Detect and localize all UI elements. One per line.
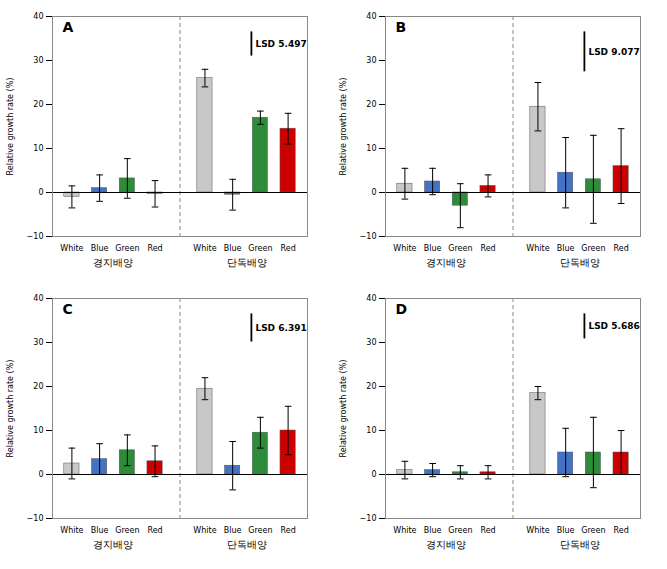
svg-text:−10: −10: [360, 232, 377, 241]
svg-text:A: A: [63, 19, 74, 35]
svg-text:B: B: [396, 19, 407, 35]
svg-text:40: 40: [33, 12, 43, 21]
svg-text:Red: Red: [480, 526, 495, 535]
svg-text:−10: −10: [27, 232, 44, 241]
svg-text:30: 30: [33, 56, 43, 65]
svg-text:Red: Red: [613, 526, 628, 535]
svg-text:Green: Green: [248, 244, 272, 253]
svg-text:20: 20: [366, 382, 376, 391]
svg-text:Blue: Blue: [557, 526, 575, 535]
svg-text:Blue: Blue: [224, 244, 242, 253]
svg-text:Relative growth rate (%): Relative growth rate (%): [339, 360, 348, 458]
svg-text:White: White: [60, 244, 83, 253]
svg-text:Blue: Blue: [91, 244, 109, 253]
svg-text:Blue: Blue: [424, 526, 442, 535]
svg-text:LSD 5.497: LSD 5.497: [255, 39, 306, 49]
svg-text:40: 40: [33, 294, 43, 303]
svg-text:−10: −10: [360, 514, 377, 523]
svg-text:10: 10: [366, 144, 376, 153]
svg-text:Blue: Blue: [557, 244, 575, 253]
svg-text:단독배양: 단독배양: [227, 257, 267, 268]
svg-text:LSD 5.686: LSD 5.686: [588, 321, 639, 331]
svg-text:Green: Green: [448, 244, 472, 253]
svg-text:Green: Green: [115, 526, 139, 535]
svg-text:단독배양: 단독배양: [227, 539, 267, 550]
svg-text:Relative growth rate (%): Relative growth rate (%): [6, 78, 15, 176]
svg-text:Green: Green: [581, 526, 605, 535]
svg-text:10: 10: [366, 426, 376, 435]
svg-text:30: 30: [366, 56, 376, 65]
svg-text:단독배양: 단독배양: [560, 257, 600, 268]
svg-text:단독배양: 단독배양: [560, 539, 600, 550]
svg-text:C: C: [63, 301, 73, 317]
svg-text:Green: Green: [248, 526, 272, 535]
svg-text:White: White: [526, 244, 549, 253]
svg-text:Relative growth rate (%): Relative growth rate (%): [339, 78, 348, 176]
svg-text:30: 30: [33, 338, 43, 347]
svg-text:40: 40: [366, 12, 376, 21]
svg-text:White: White: [526, 526, 549, 535]
svg-text:LSD 9.077: LSD 9.077: [588, 47, 639, 57]
svg-text:20: 20: [33, 100, 43, 109]
svg-text:0: 0: [371, 470, 376, 479]
svg-text:Blue: Blue: [91, 526, 109, 535]
svg-text:0: 0: [38, 470, 43, 479]
svg-text:Red: Red: [147, 526, 162, 535]
svg-text:White: White: [393, 526, 416, 535]
svg-text:White: White: [193, 526, 216, 535]
svg-text:30: 30: [366, 338, 376, 347]
svg-text:White: White: [60, 526, 83, 535]
svg-text:경지배양: 경지배양: [426, 539, 466, 550]
svg-text:Red: Red: [613, 244, 628, 253]
svg-text:Red: Red: [147, 244, 162, 253]
svg-text:Relative growth rate (%): Relative growth rate (%): [6, 360, 15, 458]
svg-text:20: 20: [33, 382, 43, 391]
svg-text:Red: Red: [280, 244, 295, 253]
svg-text:Green: Green: [581, 244, 605, 253]
svg-text:20: 20: [366, 100, 376, 109]
svg-text:White: White: [393, 244, 416, 253]
svg-text:White: White: [193, 244, 216, 253]
svg-text:경지배양: 경지배양: [426, 257, 466, 268]
svg-text:LSD 6.391: LSD 6.391: [255, 323, 306, 333]
svg-text:경지배양: 경지배양: [93, 257, 133, 268]
svg-text:−10: −10: [27, 514, 44, 523]
svg-text:Red: Red: [480, 244, 495, 253]
svg-text:40: 40: [366, 294, 376, 303]
svg-text:Blue: Blue: [424, 244, 442, 253]
svg-text:0: 0: [371, 188, 376, 197]
svg-text:0: 0: [38, 188, 43, 197]
svg-text:10: 10: [33, 144, 43, 153]
svg-text:Green: Green: [448, 526, 472, 535]
svg-text:10: 10: [33, 426, 43, 435]
svg-text:경지배양: 경지배양: [93, 539, 133, 550]
svg-text:Blue: Blue: [224, 526, 242, 535]
svg-text:Green: Green: [115, 244, 139, 253]
svg-text:Red: Red: [280, 526, 295, 535]
svg-text:D: D: [396, 301, 408, 317]
